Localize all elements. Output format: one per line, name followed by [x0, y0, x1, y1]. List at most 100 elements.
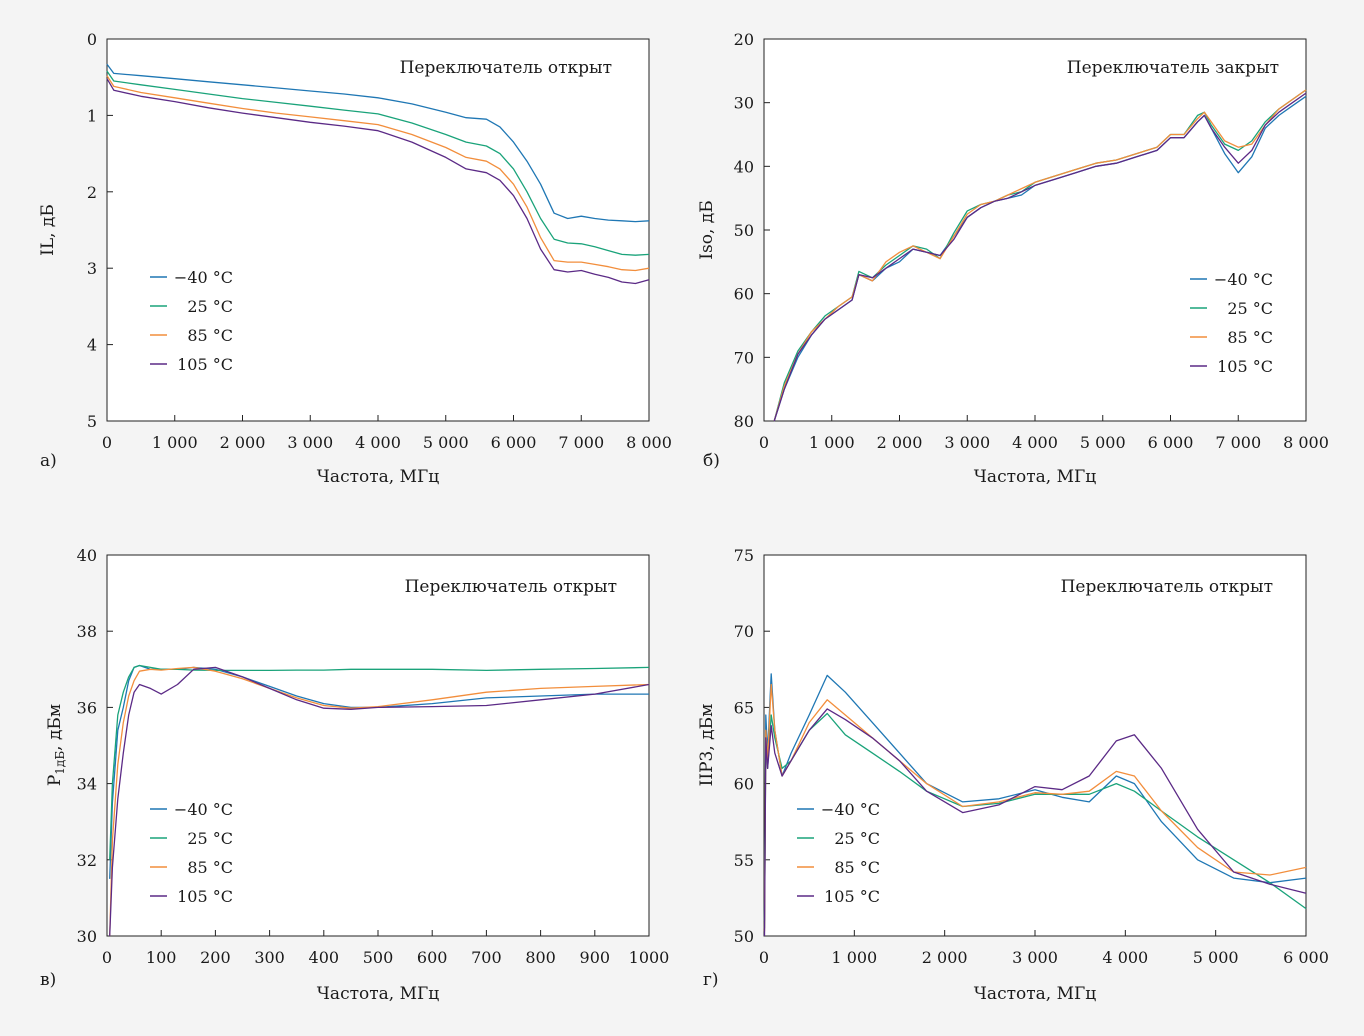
x-tick-label: 0 [102, 948, 112, 967]
panel-letter: в) [40, 970, 56, 990]
x-tick-label: 400 [309, 948, 340, 967]
series-line [109, 666, 650, 937]
panel-letter: а) [40, 451, 57, 471]
y-tick-label: 36 [77, 698, 97, 717]
x-tick-label: 7 000 [1215, 433, 1261, 452]
y-tick-label: 70 [734, 622, 754, 641]
y-tick-label: 0 [87, 30, 97, 49]
series-line [109, 666, 650, 937]
x-tick-label: 1 000 [831, 948, 877, 967]
legend-label: 85 °C [187, 326, 233, 345]
x-tick-label: 900 [580, 948, 611, 967]
y-tick-label: 4 [87, 336, 97, 355]
legend-label: 105 °C [1217, 357, 1273, 376]
x-tick-label: 1 000 [809, 433, 855, 452]
series-line [106, 63, 650, 223]
plot-area [763, 554, 1307, 937]
chart-panel-2: 0 1 000 2 000 3 000 4 000 5 000 6 000 7 000 8 00… [697, 30, 1329, 487]
x-axis-label: Частота, МГц [974, 467, 1096, 487]
y-tick-label: 50 [734, 927, 754, 946]
legend-label: 85 °C [1227, 328, 1273, 347]
chart-panel-3: 0 100 200 300 400 500 600 700 800 900 1000 30 32 34 36… [40, 546, 669, 1004]
x-tick-label: 4 000 [1012, 433, 1058, 452]
x-tick-label: 2 000 [877, 433, 923, 452]
chart-annotation: Переключатель открыт [405, 577, 617, 597]
x-tick-label: 0 [759, 948, 769, 967]
chart-annotation: Переключатель открыт [400, 58, 612, 78]
panel-letter: г) [703, 970, 719, 990]
legend-label: −40 °C [174, 800, 233, 819]
series-line [773, 92, 1307, 422]
legend-label: 25 °C [187, 829, 233, 848]
y-tick-label: 60 [734, 285, 754, 304]
x-tick-label: 3 000 [1012, 948, 1058, 967]
x-tick-label: 6 000 [491, 433, 537, 452]
x-tick-label: 4 000 [1102, 948, 1148, 967]
x-tick-label: 1 000 [152, 433, 198, 452]
x-tick-label: 6 000 [1283, 948, 1329, 967]
series-line [106, 78, 650, 285]
y-tick-label: 40 [77, 546, 97, 565]
legend-label: −40 °C [1214, 270, 1273, 289]
x-tick-label: 8 000 [1283, 433, 1329, 452]
x-tick-label: 5 000 [1193, 948, 1239, 967]
y-axis-label: IL, дБ [38, 204, 58, 256]
x-tick-label: 2 000 [220, 433, 266, 452]
series-line [106, 70, 650, 256]
legend: −40 °C 25 °C 85 °C 105 °C [1190, 270, 1273, 376]
x-tick-label: 500 [363, 948, 394, 967]
x-tick-label: 8 000 [626, 433, 672, 452]
y-tick-label: 70 [734, 348, 754, 367]
x-tick-label: 4 000 [355, 433, 401, 452]
y-tick-label: 50 [734, 221, 754, 240]
legend: −40 °C 25 °C 85 °C 105 °C [150, 800, 233, 906]
y-tick-label: 1 [87, 106, 97, 125]
x-tick-label: 3 000 [287, 433, 333, 452]
y-tick-label: 75 [734, 546, 754, 565]
y-tick-label: 34 [77, 775, 97, 794]
x-tick-label: 3 000 [944, 433, 990, 452]
x-tick-label: 800 [525, 948, 556, 967]
chart-annotation: Переключатель закрыт [1067, 58, 1279, 78]
x-tick-label: 6 000 [1148, 433, 1194, 452]
legend: −40 °C 25 °C 85 °C 105 °C [150, 268, 233, 374]
y-axis-label-subscript: 1дБ [53, 751, 67, 775]
plot-area [763, 38, 1307, 422]
series-line [106, 75, 650, 272]
legend-label: −40 °C [821, 800, 880, 819]
y-tick-label: 20 [734, 30, 754, 49]
chart-panel-4: 0 1 000 2 000 3 000 4 000 5 000 6 000 50 55 60 65 7… [697, 546, 1329, 1004]
x-tick-label: 1000 [629, 948, 670, 967]
y-tick-label: 65 [734, 698, 754, 717]
x-tick-label: 100 [146, 948, 177, 967]
y-axis-label: Iso, дБ [697, 200, 717, 259]
chart-panel-1: 0 1 000 2 000 3 000 4 000 5 000 6 000 7 000 8 00… [38, 30, 672, 487]
series-line [109, 664, 649, 879]
plot-area [106, 554, 650, 937]
y-axis-label-main: IL, дБ [38, 204, 58, 256]
x-tick-label: 200 [200, 948, 231, 967]
x-tick-label: 5 000 [1080, 433, 1126, 452]
legend-label: 105 °C [177, 355, 233, 374]
legend-label: 105 °C [177, 887, 233, 906]
panel-letter: б) [703, 451, 720, 471]
chart-annotation: Переключатель открыт [1061, 577, 1273, 597]
x-axis-label: Частота, МГц [317, 467, 439, 487]
legend-label: 25 °C [1227, 299, 1273, 318]
x-tick-label: 0 [102, 433, 112, 452]
y-tick-label: 3 [87, 259, 97, 278]
y-tick-label: 80 [734, 412, 754, 431]
y-tick-label: 55 [734, 851, 754, 870]
legend-label: 25 °C [834, 829, 880, 848]
x-tick-label: 600 [417, 948, 448, 967]
x-tick-label: 700 [471, 948, 502, 967]
legend-label: 25 °C [187, 297, 233, 316]
x-tick-label: 5 000 [423, 433, 469, 452]
legend: −40 °C 25 °C 85 °C 105 °C [797, 800, 880, 906]
y-tick-label: 2 [87, 183, 97, 202]
x-tick-label: 7 000 [558, 433, 604, 452]
x-tick-label: 300 [254, 948, 285, 967]
series-line [763, 683, 1307, 932]
